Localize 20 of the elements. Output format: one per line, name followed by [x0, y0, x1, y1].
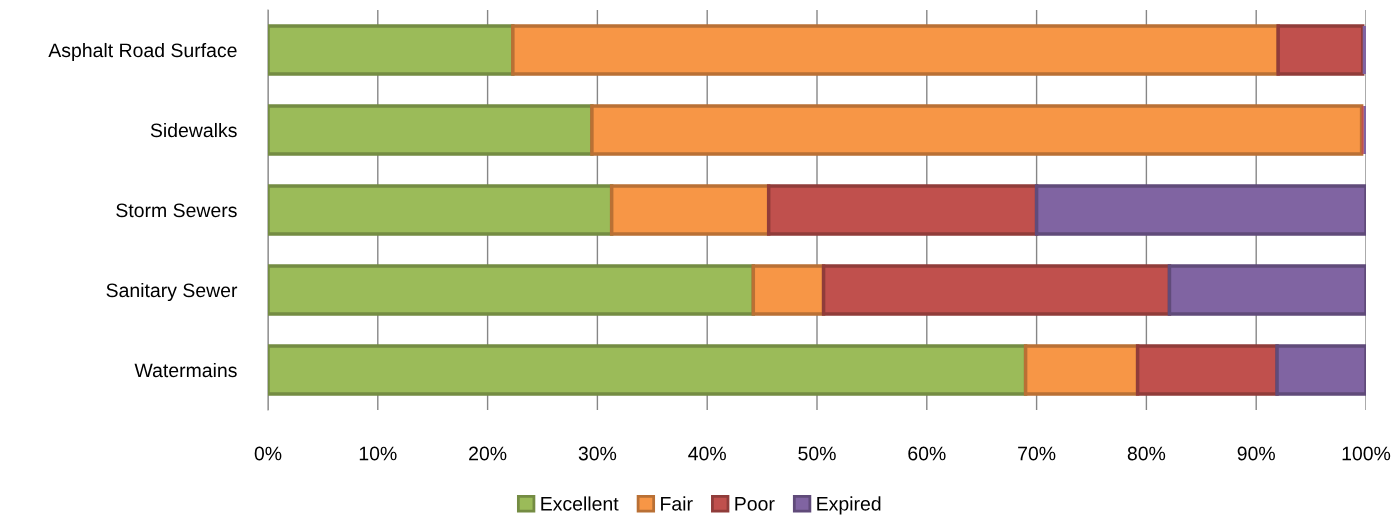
x-tick-label: 40% — [688, 446, 726, 461]
y-tick-label: Sidewalks — [150, 122, 237, 138]
x-tick-label: 80% — [1127, 446, 1166, 461]
legend-label: Fair — [661, 496, 693, 511]
legend-label: Excellent — [541, 496, 619, 511]
legend-label: Expired — [817, 496, 881, 515]
x-tick-label: 20% — [469, 446, 507, 461]
x-tick-label: 10% — [359, 446, 397, 461]
y-tick-label: Sanitary Sewer — [106, 282, 238, 302]
x-tick-label: 70% — [1018, 446, 1056, 461]
y-tick-label: Storm Sewers — [116, 203, 237, 218]
x-tick-label: 30% — [578, 446, 617, 461]
y-tick-label: Watermains — [134, 362, 237, 378]
x-tick-label: 100% — [1342, 446, 1391, 461]
x-tick-label: 0% — [254, 446, 282, 461]
x-tick-label: 60% — [908, 446, 946, 461]
x-tick-label: 50% — [798, 446, 836, 461]
legend-label: Poor — [735, 497, 775, 511]
y-tick-label: Asphalt Road Surface — [48, 42, 237, 62]
x-tick-label: 90% — [1237, 446, 1275, 461]
